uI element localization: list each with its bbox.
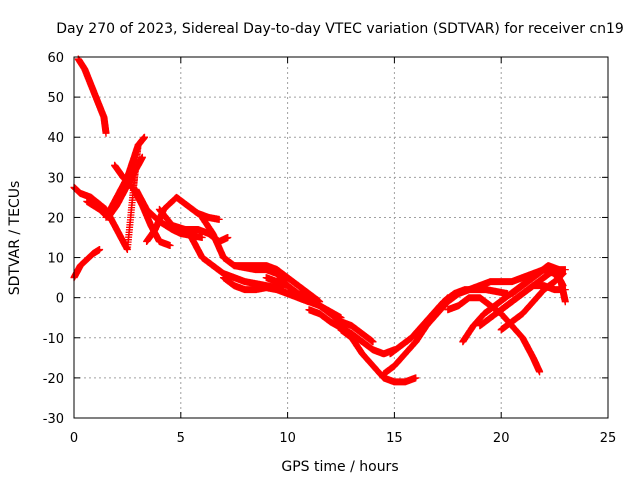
series-pass-15 (305, 306, 398, 358)
series-pass-16 (337, 326, 420, 386)
series-pass-18 (386, 286, 512, 358)
series-markers (262, 274, 377, 346)
x-tick-label: 5 (177, 431, 185, 446)
tick-labels: 0 5 10 15 20 25 -30 -20 -10 0 10 20 30 40 50 60 (43, 51, 617, 446)
x-tick-label: 10 (279, 431, 296, 446)
y-axis-title: SDTVAR / TECUs (7, 181, 23, 296)
y-tick-label: 10 (47, 252, 64, 267)
series-pass-14 (262, 274, 377, 346)
data-points (70, 55, 569, 386)
series-markers (70, 246, 104, 282)
x-tick-label: 0 (70, 431, 78, 446)
series-markers (74, 55, 110, 137)
x-tick-label: 25 (600, 431, 617, 446)
series-markers (305, 306, 398, 358)
y-tick-label: 50 (47, 91, 64, 106)
y-tick-label: -20 (43, 372, 64, 387)
y-tick-label: 0 (56, 292, 64, 307)
y-tick-label: 40 (47, 131, 64, 146)
x-tick-label: 15 (386, 431, 403, 446)
y-tick-label: 30 (47, 171, 64, 186)
y-tick-label: 60 (47, 51, 64, 66)
x-axis-title: GPS time / hours (281, 459, 398, 475)
y-tick-label: 20 (47, 211, 64, 226)
y-tick-label: -10 (43, 332, 64, 347)
series-markers (386, 286, 512, 358)
series-pass-13 (230, 262, 324, 306)
series-pass-01 (74, 55, 110, 137)
x-tick-label: 20 (493, 431, 510, 446)
plot-frame (73, 56, 609, 419)
series-pass-02 (70, 246, 104, 282)
axis-ticks (73, 56, 609, 419)
series-pass-25 (497, 266, 567, 314)
y-tick-label: -30 (43, 412, 64, 427)
chart-title: Day 270 of 2023, Sidereal Day-to-day VTE… (56, 21, 624, 37)
